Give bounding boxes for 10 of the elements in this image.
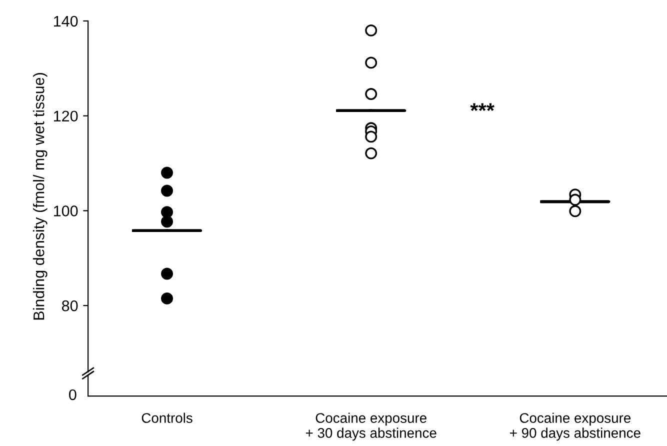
category-label: Controls [142, 412, 192, 423]
y-tick-label: 120 [54, 110, 78, 122]
text: 0 [69, 389, 76, 400]
category-label: Cocaine exposure + 30 days abstinence [306, 412, 436, 441]
y-tick-label: 100 [54, 206, 78, 216]
y-tick-label: 80 [62, 300, 78, 312]
annotation: *** [470, 103, 494, 112]
y-tick-label: 140 [54, 16, 78, 27]
y-axis-title: Binding density (fmol/ mg wet tissue) [33, 73, 48, 320]
category-label: Cocaine exposure + 90 days abstinence [510, 412, 640, 441]
